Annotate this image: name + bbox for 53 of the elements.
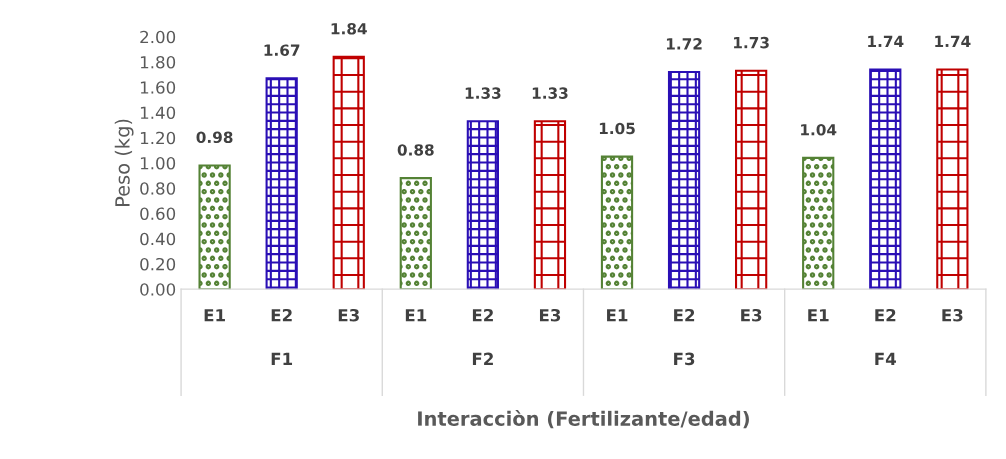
data-label: 1.33 bbox=[532, 87, 568, 99]
bar bbox=[399, 177, 432, 290]
bar bbox=[936, 68, 969, 290]
y-tick-label: 0.80 bbox=[140, 182, 176, 195]
x-tick-label: E1 bbox=[607, 309, 628, 322]
data-label: 1.74 bbox=[935, 35, 971, 47]
data-label: 1.33 bbox=[465, 87, 501, 99]
x-tick-label: E1 bbox=[204, 309, 225, 322]
x-tick-label: E2 bbox=[271, 308, 292, 322]
x-tick-label: E1 bbox=[405, 309, 427, 322]
bar bbox=[332, 55, 365, 290]
bar bbox=[198, 164, 231, 290]
data-label: 1.72 bbox=[666, 38, 702, 50]
y-tick-label: 1.60 bbox=[140, 81, 176, 94]
y-tick-label: 1.20 bbox=[140, 131, 176, 145]
bar bbox=[802, 156, 835, 290]
bar bbox=[600, 155, 634, 290]
text: F3 bbox=[674, 352, 695, 366]
x-tick-label: E3 bbox=[741, 308, 762, 322]
data-label: 1.74 bbox=[868, 35, 904, 47]
y-tick-label: 1.80 bbox=[140, 55, 176, 69]
bar bbox=[265, 77, 298, 290]
text: F4 bbox=[875, 352, 896, 365]
text: F1 bbox=[271, 352, 293, 365]
bar bbox=[869, 68, 902, 290]
y-tick-label: 2.00 bbox=[140, 30, 176, 44]
data-label: 1.04 bbox=[801, 123, 837, 136]
y-tick-label: 0.00 bbox=[140, 283, 176, 296]
y-tick-label: 1.00 bbox=[140, 156, 176, 170]
bar bbox=[466, 120, 500, 290]
x-tick-label: E3 bbox=[539, 308, 561, 322]
y-tick-label: 0.60 bbox=[140, 207, 176, 220]
y-tick-label: 0.40 bbox=[140, 232, 176, 246]
data-label: 0.88 bbox=[397, 144, 434, 156]
bar bbox=[735, 69, 768, 290]
text: F2 bbox=[472, 352, 493, 365]
x-tick-label: E2 bbox=[472, 308, 493, 322]
x-tick-label: E1 bbox=[808, 309, 829, 322]
data-label: 0.98 bbox=[196, 131, 233, 144]
bar bbox=[667, 71, 701, 290]
data-label: 1.67 bbox=[264, 44, 300, 56]
y-tick-label: 1.40 bbox=[140, 106, 176, 120]
data-label: 1.05 bbox=[599, 122, 635, 135]
x-tick-label: E2 bbox=[674, 308, 695, 322]
x-axis-title: Interacciòn (Fertilizante/edad) bbox=[418, 410, 749, 429]
y-tick-label: 0.20 bbox=[140, 257, 176, 271]
x-tick-label: E3 bbox=[942, 308, 963, 322]
x-tick-label: E3 bbox=[338, 308, 359, 322]
bar bbox=[533, 120, 567, 290]
y-axis-title: Peso (kg) bbox=[114, 119, 134, 207]
data-label: 1.73 bbox=[734, 36, 769, 49]
x-tick-label: E2 bbox=[875, 308, 896, 322]
data-label: 1.84 bbox=[331, 22, 367, 35]
